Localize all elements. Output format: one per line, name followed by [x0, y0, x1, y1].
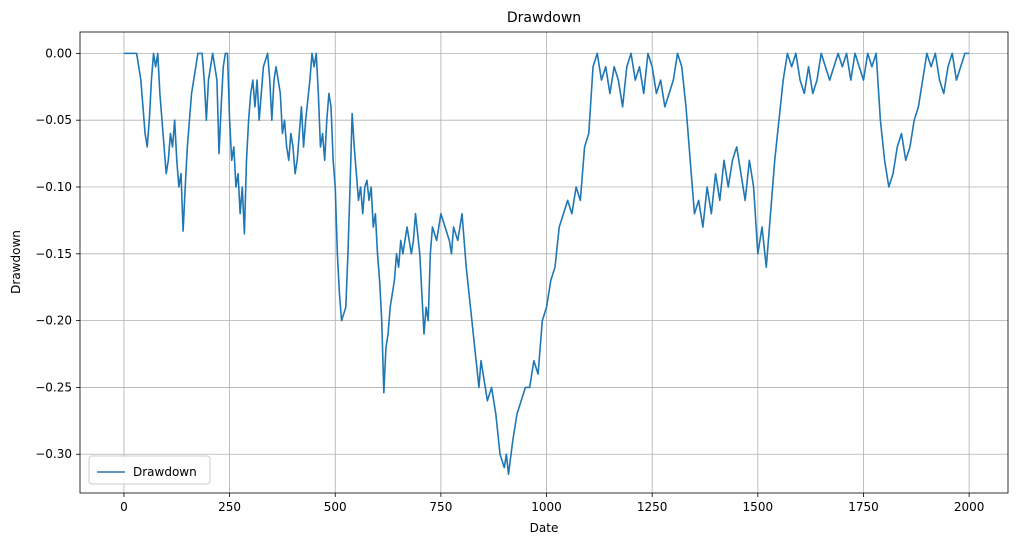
x-tick-label: 250 — [218, 500, 241, 514]
y-tick-label: 0.00 — [45, 46, 72, 60]
y-tick-label: −0.10 — [35, 180, 72, 194]
y-tick-label: −0.20 — [35, 314, 72, 328]
y-tick-label: −0.15 — [35, 247, 72, 261]
y-axis-label: Drawdown — [9, 230, 23, 294]
x-tick-label: 1500 — [743, 500, 774, 514]
x-tick-label: 0 — [120, 500, 128, 514]
y-tick-label: −0.25 — [35, 380, 72, 394]
x-tick-label: 1750 — [848, 500, 879, 514]
x-tick-label: 1000 — [531, 500, 562, 514]
chart-title: Drawdown — [507, 10, 581, 26]
line — [123, 52, 970, 476]
x-axis-label: Date — [530, 521, 559, 535]
y-tick-label: −0.05 — [35, 113, 72, 127]
x-tick-label: 750 — [429, 500, 452, 514]
x-tick-label: 1250 — [637, 500, 668, 514]
x-tick-label: 500 — [324, 500, 347, 514]
legend-box — [88, 455, 211, 485]
x-tick-label: 2000 — [954, 500, 985, 514]
y-tick-label: −0.30 — [35, 447, 72, 461]
legend-label: Drawdown — [133, 465, 197, 479]
axes-frame — [79, 31, 1009, 494]
